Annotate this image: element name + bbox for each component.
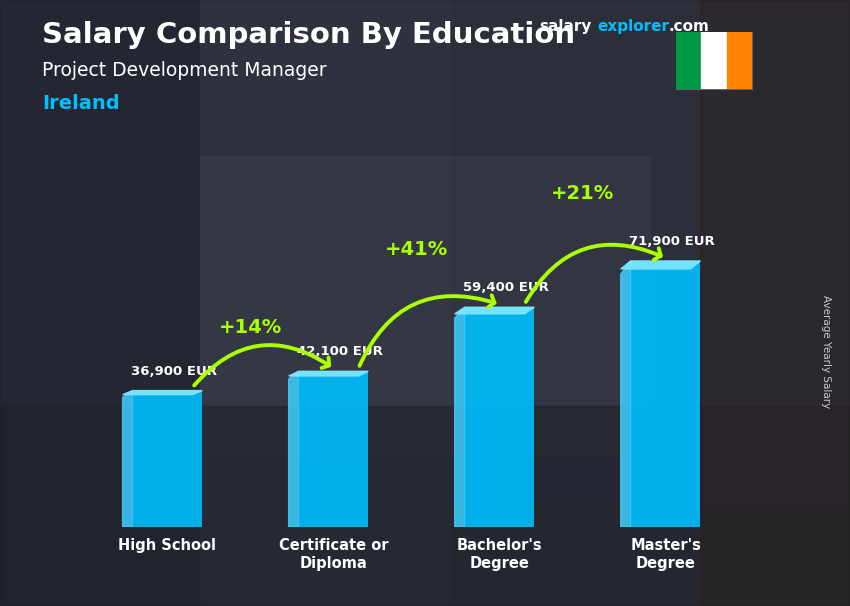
Bar <box>200 0 450 606</box>
Text: salary: salary <box>540 19 592 35</box>
Polygon shape <box>122 390 133 527</box>
Text: 42,100 EUR: 42,100 EUR <box>297 345 382 358</box>
Bar <box>700 0 850 606</box>
Bar <box>200 156 650 456</box>
Text: Ireland: Ireland <box>42 94 120 113</box>
Bar <box>133 390 202 527</box>
Bar <box>701 32 727 89</box>
Polygon shape <box>122 390 202 395</box>
Bar <box>727 32 752 89</box>
Bar <box>0 406 850 606</box>
Text: 36,900 EUR: 36,900 EUR <box>131 365 217 378</box>
Polygon shape <box>289 371 368 376</box>
Text: .com: .com <box>669 19 710 35</box>
Polygon shape <box>620 261 631 527</box>
Text: +21%: +21% <box>551 184 615 202</box>
Bar <box>676 32 701 89</box>
Text: explorer: explorer <box>598 19 670 35</box>
Polygon shape <box>289 371 298 527</box>
Text: 71,900 EUR: 71,900 EUR <box>629 235 715 248</box>
Bar <box>298 371 368 527</box>
Bar <box>465 307 535 527</box>
Bar <box>0 0 200 606</box>
Text: 59,400 EUR: 59,400 EUR <box>463 281 549 295</box>
Bar <box>450 0 850 506</box>
Polygon shape <box>455 307 465 527</box>
Text: +41%: +41% <box>385 240 448 259</box>
Text: Average Yearly Salary: Average Yearly Salary <box>821 295 831 408</box>
Text: Salary Comparison By Education: Salary Comparison By Education <box>42 21 575 49</box>
Bar <box>631 261 700 527</box>
Polygon shape <box>455 307 535 314</box>
Text: Project Development Manager: Project Development Manager <box>42 61 327 79</box>
Text: +14%: +14% <box>218 318 282 338</box>
Polygon shape <box>620 261 700 269</box>
